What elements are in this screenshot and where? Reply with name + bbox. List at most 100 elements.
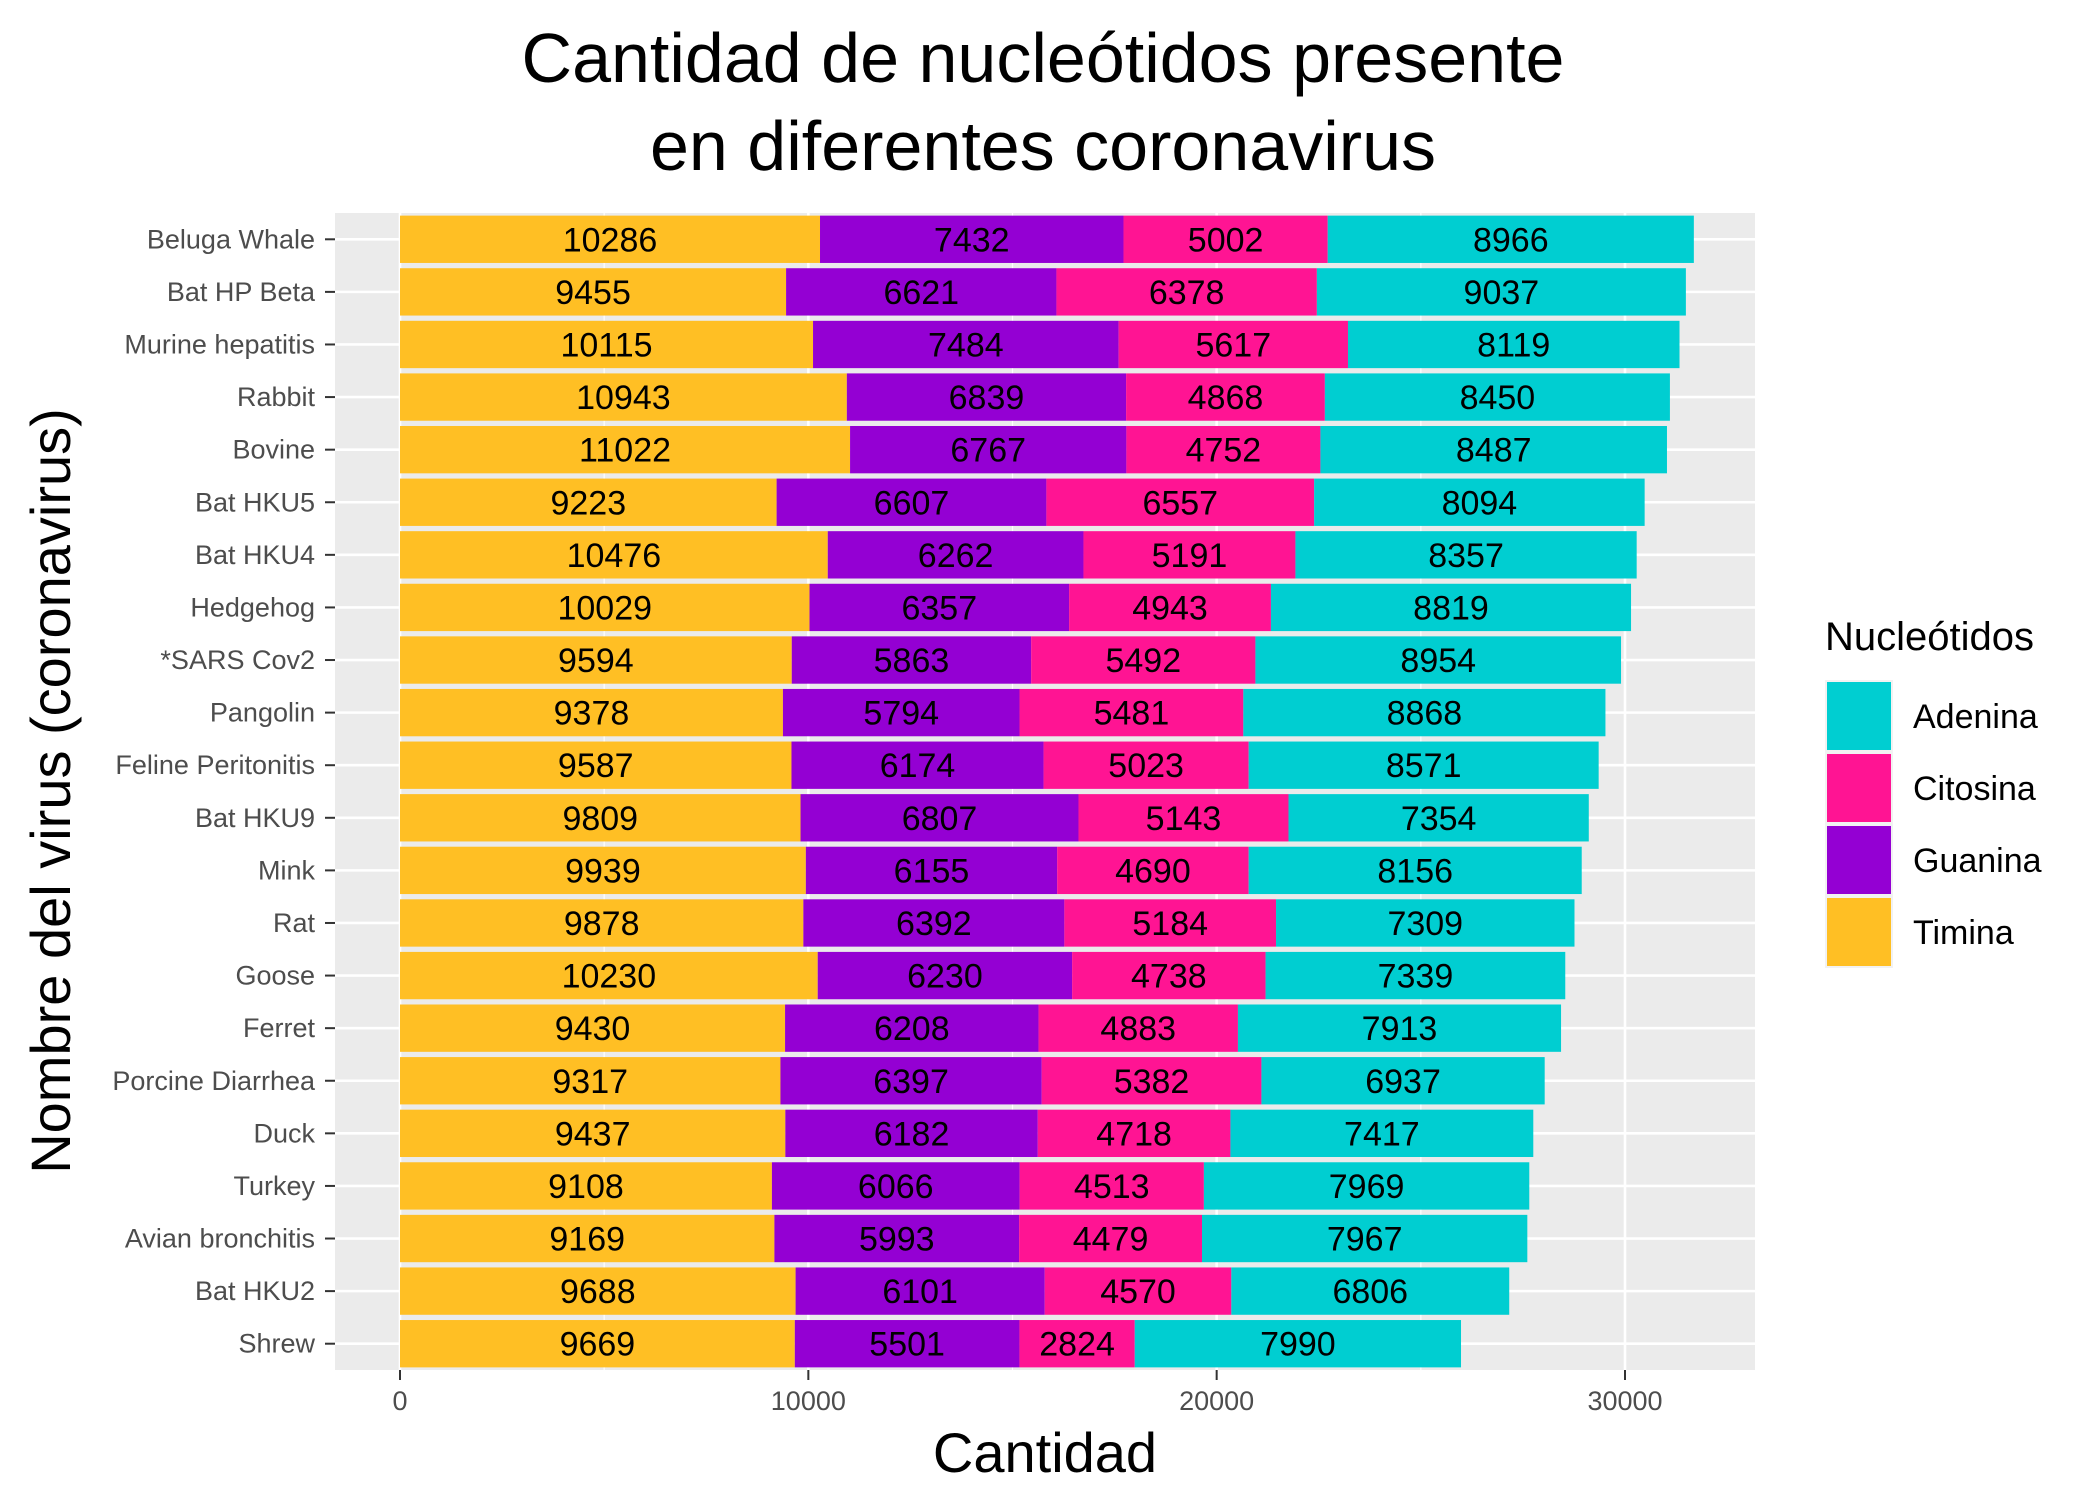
data-label: 9430 xyxy=(555,1010,631,1048)
bar-segment-timina xyxy=(400,373,847,421)
y-tick-label: Shrew xyxy=(238,1329,315,1359)
bar-segment-citosina xyxy=(1019,1162,1204,1210)
data-label: 5481 xyxy=(1094,695,1170,733)
data-label: 7354 xyxy=(1401,800,1477,838)
data-label: 6937 xyxy=(1365,1063,1441,1101)
bar-segment-adenina xyxy=(1320,425,1667,474)
legend-key-guanina xyxy=(1827,826,1891,894)
bar-segment-timina xyxy=(400,1214,775,1263)
bar-segment-timina xyxy=(400,1004,786,1052)
bar-segment-adenina xyxy=(1324,373,1670,421)
bar-segment-guanina xyxy=(820,215,1124,263)
data-label: 5184 xyxy=(1132,905,1208,943)
bar-segment-timina xyxy=(400,636,792,684)
bar-segment-adenina xyxy=(1230,1109,1534,1158)
bar-segment-citosina xyxy=(1038,1004,1238,1052)
data-label: 7417 xyxy=(1344,1115,1420,1153)
bar-segment-citosina xyxy=(1126,425,1321,474)
data-label: 6839 xyxy=(949,379,1025,417)
data-label: 10230 xyxy=(562,958,657,996)
bar-segment-citosina xyxy=(1078,794,1289,842)
data-label: 10476 xyxy=(567,537,662,575)
x-tick-label: 10000 xyxy=(771,1386,846,1416)
data-label: 6767 xyxy=(950,432,1026,470)
y-axis-title: Nombre del virus (coronavirus) xyxy=(19,408,82,1174)
y-tick-label: Porcine Diarrhea xyxy=(112,1066,316,1096)
data-label: 6621 xyxy=(883,274,959,312)
data-label: 5382 xyxy=(1114,1063,1190,1101)
bar-segment-guanina xyxy=(771,1162,1020,1210)
legend-label: Citosina xyxy=(1913,770,2036,808)
bar-segment-timina xyxy=(400,1109,786,1158)
y-tick-label: Rabbit xyxy=(237,382,316,412)
data-label: 9223 xyxy=(550,484,626,522)
bar-segment-guanina xyxy=(791,741,1044,789)
bar-segment-adenina xyxy=(1276,899,1575,947)
bar-segment-citosina xyxy=(1037,1109,1231,1158)
x-tick-label: 20000 xyxy=(1179,1386,1254,1416)
legend-key-timina xyxy=(1827,898,1891,966)
data-label: 7969 xyxy=(1329,1168,1405,1206)
data-label: 7913 xyxy=(1362,1010,1438,1048)
data-label: 8487 xyxy=(1456,432,1532,470)
data-label: 8094 xyxy=(1442,484,1518,522)
data-label: 9688 xyxy=(560,1273,636,1311)
bar-segment-citosina xyxy=(1126,373,1325,421)
bar-segment-guanina xyxy=(791,636,1032,684)
y-tick-label: Bat HKU4 xyxy=(195,540,315,570)
data-label: 8819 xyxy=(1413,589,1489,627)
data-label: 6807 xyxy=(902,800,978,838)
bar-segment-citosina xyxy=(1019,1214,1203,1263)
data-label: 9587 xyxy=(558,747,634,785)
y-tick-label: Bat HKU9 xyxy=(195,803,315,833)
bar-segment-timina xyxy=(400,951,818,1000)
chart-title-line-2: en diferentes coronavirus xyxy=(650,107,1436,185)
bar-segment-adenina xyxy=(1347,320,1680,369)
data-label: 7309 xyxy=(1387,905,1463,943)
data-label: 5863 xyxy=(874,642,950,680)
data-label: 5191 xyxy=(1152,537,1228,575)
bar-segment-guanina xyxy=(776,478,1047,526)
y-tick-label: Beluga Whale xyxy=(147,224,315,254)
bar-segment-adenina xyxy=(1288,794,1589,842)
data-label: 4738 xyxy=(1131,958,1207,996)
bar-segment-adenina xyxy=(1270,583,1632,632)
legend-title: Nucleótidos xyxy=(1825,615,2034,659)
data-label: 8119 xyxy=(1477,326,1550,364)
data-label: 4513 xyxy=(1074,1168,1150,1206)
data-label: 9594 xyxy=(558,642,634,680)
data-labels: 10286 7432 5002 8966 9455 6621 6378 9037 10115 74… xyxy=(548,221,1550,1363)
data-label: 6208 xyxy=(874,1010,950,1048)
bar-segment-guanina xyxy=(817,951,1073,1000)
bar-segment-timina xyxy=(400,688,783,737)
y-tick-label: Hedgehog xyxy=(190,592,315,622)
x-axis-title: Cantidad xyxy=(933,1421,1157,1484)
data-label: 5993 xyxy=(859,1221,935,1259)
data-label: 5794 xyxy=(863,695,939,733)
data-label: 4718 xyxy=(1096,1115,1172,1153)
bar-segment-adenina xyxy=(1255,636,1622,684)
bar-segment-adenina xyxy=(1295,531,1637,579)
y-tick-label: Turkey xyxy=(233,1171,315,1201)
data-label: 5023 xyxy=(1108,747,1184,785)
data-label: 8966 xyxy=(1473,221,1549,259)
bar-segment-guanina xyxy=(800,794,1079,842)
y-tick-label: Bat HKU5 xyxy=(195,487,315,517)
bar-segment-adenina xyxy=(1327,215,1694,263)
bar-segment-citosina xyxy=(1046,478,1315,526)
data-label: 5501 xyxy=(869,1326,945,1364)
legend-key-adenina xyxy=(1827,682,1891,750)
data-label: 6607 xyxy=(874,484,950,522)
bar-segment-timina xyxy=(400,215,821,263)
bar-segment-timina xyxy=(400,1267,796,1315)
y-tick-label: Rat xyxy=(273,908,316,938)
bar-segment-adenina xyxy=(1202,1214,1528,1263)
bar-segment-citosina xyxy=(1056,268,1317,316)
y-tick-label: Ferret xyxy=(243,1013,316,1043)
y-tick-label: Duck xyxy=(253,1118,315,1148)
data-label: 9037 xyxy=(1464,274,1540,312)
bar-segment-citosina xyxy=(1043,741,1249,789)
y-axis: Beluga Whale Bat HP Beta Murine hepatitis R… xyxy=(112,224,335,1359)
bar-segment-citosina xyxy=(1044,1267,1232,1315)
